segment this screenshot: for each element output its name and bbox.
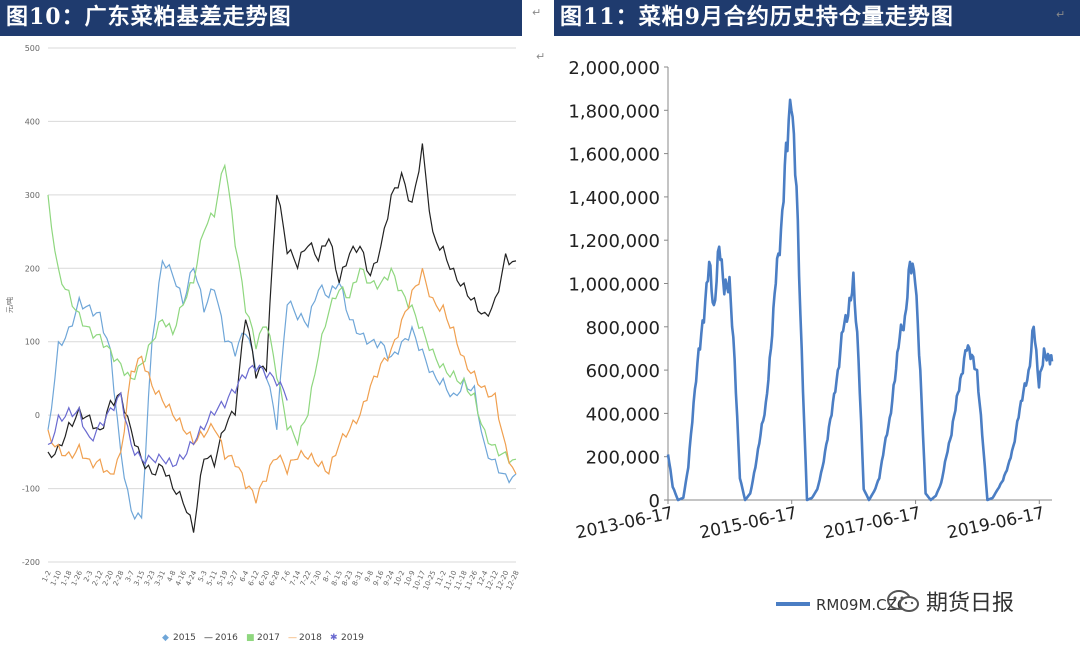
left-chart-title: 图10：广东菜粕基差走势图 [0, 0, 522, 36]
right-chart-panel: 图11：菜粕9月合约历史持仓量走势图 ↵ 0 200,000 400,000 600,… [554, 0, 1080, 648]
legend-label: 2018 [299, 633, 322, 643]
y-tick-label: 200,000 [586, 448, 660, 469]
y-tick-label: 0 [35, 411, 40, 420]
series-line-2018 [47, 268, 517, 504]
y-tick-label: 200 [25, 264, 40, 273]
y-tick-label: 2,000,000 [568, 58, 660, 79]
series-line-2016 [47, 143, 517, 533]
y-tick-label: 1,800,000 [568, 101, 660, 122]
legend-label: RM09M.CZC [816, 596, 907, 614]
y-tick-label: 0 [649, 491, 660, 512]
return-mark: ↵ [1056, 8, 1066, 21]
y-tick-label: 400 [25, 117, 40, 126]
open-interest-line-chart: 0 200,000 400,000 600,000 800,000 1,000,000 1,… [568, 58, 1054, 614]
x-tick-label: 2015-06-17 [698, 503, 799, 543]
legend-marker: ■ [246, 633, 255, 643]
legend-label: 2016 [215, 633, 238, 643]
brand-watermark: 期货日报 [886, 585, 1014, 617]
basis-line-chart: -200-1000100200300400500元/吨1-21-101-181-… [5, 44, 521, 643]
series-line-rm09m [666, 98, 1054, 502]
legend-label: 2017 [257, 633, 280, 643]
wechat-icon [886, 589, 920, 613]
legend-label: 2019 [341, 633, 364, 643]
y-tick-label: 500 [25, 44, 40, 53]
y-tick-label: 400,000 [586, 404, 660, 425]
x-tick-label: 5-27 [226, 569, 240, 587]
legend-marker: — [204, 633, 213, 643]
legend-label: 2015 [173, 633, 196, 643]
y-tick-label: 1,000,000 [568, 275, 660, 296]
series-line-2019 [47, 364, 288, 468]
x-tick-label: 2013-06-17 [574, 503, 675, 543]
brand-text: 期货日报 [926, 591, 1015, 616]
legend-marker: — [288, 633, 297, 643]
legend-marker: ✱ [330, 633, 338, 643]
x-tick-label: 3-31 [153, 569, 167, 587]
return-mark: ↵ [532, 6, 542, 19]
y-tick-label: 800,000 [586, 318, 660, 339]
return-mark: ↵ [536, 50, 546, 63]
series-line-2017 [47, 163, 517, 464]
y-tick-label: 1,400,000 [568, 188, 660, 209]
x-tick-label: 2-28 [112, 569, 126, 587]
left-chart-panel: 图10：广东菜粕基差走势图 ↵ -200 -100 0 100 200 300 400 500… [0, 0, 541, 648]
x-tick-label: 6-28 [268, 569, 282, 587]
x-tick-label: 2019-06-17 [946, 503, 1047, 543]
right-chart-title: 图11：菜粕9月合约历史持仓量走势图 [554, 0, 1080, 36]
y-tick-label: 600,000 [586, 361, 660, 382]
y-tick-label: -200 [22, 558, 40, 567]
y-tick-label: 1,200,000 [568, 231, 660, 252]
y-tick-label: 100 [25, 338, 40, 347]
y-tick-label: -100 [22, 485, 40, 494]
y-tick-label: 300 [25, 191, 40, 200]
legend-marker: ◆ [162, 633, 169, 643]
x-tick-label: 7-30 [309, 569, 323, 587]
series-line-2015 [47, 258, 517, 521]
y-axis-label: 元/吨 [5, 297, 14, 313]
x-tick-label: 2017-06-17 [822, 503, 923, 543]
y-tick-label: 1,600,000 [568, 145, 660, 166]
x-tick-label: 8-31 [351, 569, 365, 587]
